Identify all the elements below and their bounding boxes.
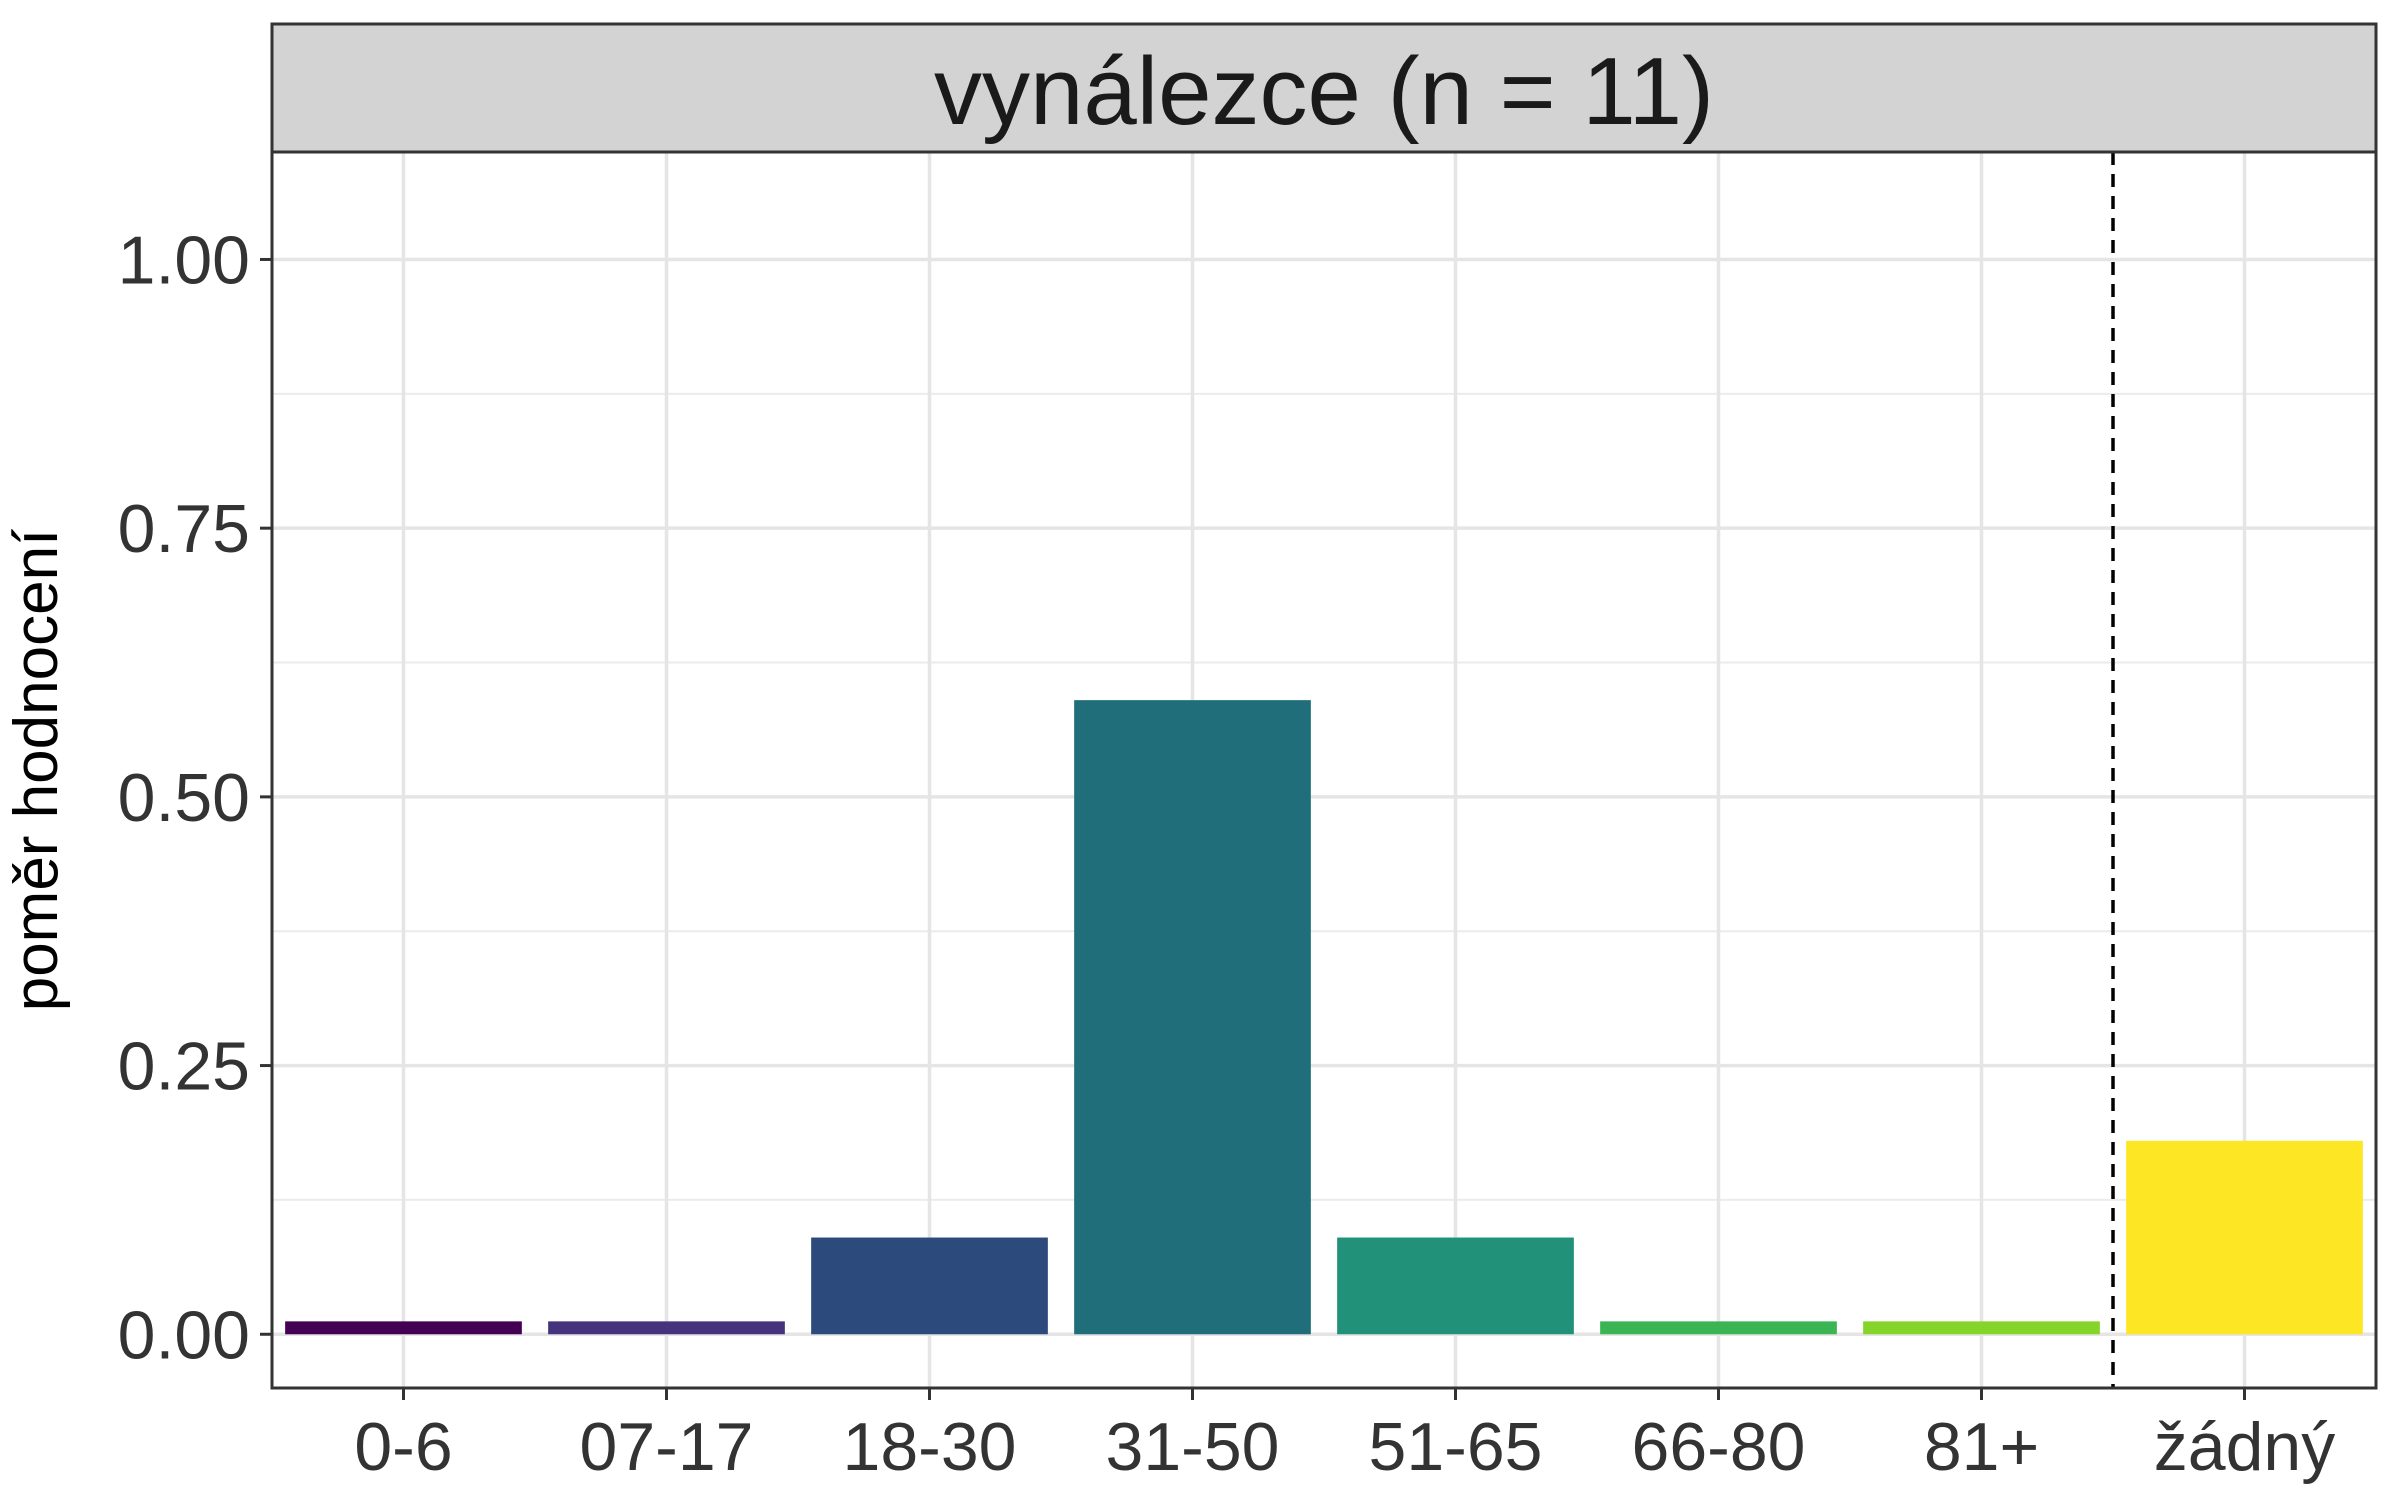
y-tick-label: 1.00 <box>118 222 250 298</box>
panel-border <box>270 150 2378 1390</box>
bar-0-6 <box>285 1321 522 1335</box>
x-tick-label: 31-50 <box>1106 1409 1280 1485</box>
x-tick-label: 81+ <box>1924 1409 2039 1485</box>
y-axis: 0.00 0.25 0.50 0.75 1.00 <box>118 222 272 1373</box>
x-axis: 0-6 07-17 18-30 31-50 51-65 66-80 81+ žádný <box>354 1388 2335 1485</box>
y-axis-title: poměr hodnocení <box>2 529 71 1012</box>
y-tick-label: 0.50 <box>118 760 250 836</box>
grid <box>272 152 2376 1388</box>
y-tick-label: 0.75 <box>118 491 250 567</box>
bars <box>285 700 2363 1335</box>
x-tick-label: 51-65 <box>1369 1409 1543 1485</box>
bar-07-17 <box>548 1321 785 1335</box>
x-tick-label: žádný <box>2154 1409 2335 1485</box>
bar-18-30 <box>811 1237 1048 1335</box>
x-tick-label: 66-80 <box>1632 1409 1806 1485</box>
bar-51-65 <box>1337 1237 1574 1335</box>
x-tick-label: 0-6 <box>354 1409 452 1485</box>
x-tick-label: 07-17 <box>580 1409 754 1485</box>
bar-81+ <box>1863 1321 2100 1335</box>
x-tick-label: 18-30 <box>843 1409 1017 1485</box>
facet-strip-background <box>270 22 2378 154</box>
y-tick-label: 0.25 <box>118 1029 250 1105</box>
y-tick-label: 0.00 <box>118 1297 250 1373</box>
bar-žádný <box>2126 1140 2363 1335</box>
bar-66-80 <box>1600 1321 1837 1335</box>
plot-panel <box>272 152 2376 1388</box>
bar-31-50 <box>1074 700 1311 1335</box>
facet-title: vynálezce (n = 11) <box>934 38 1714 145</box>
facet-strip: vynálezce (n = 11) <box>270 22 2378 154</box>
